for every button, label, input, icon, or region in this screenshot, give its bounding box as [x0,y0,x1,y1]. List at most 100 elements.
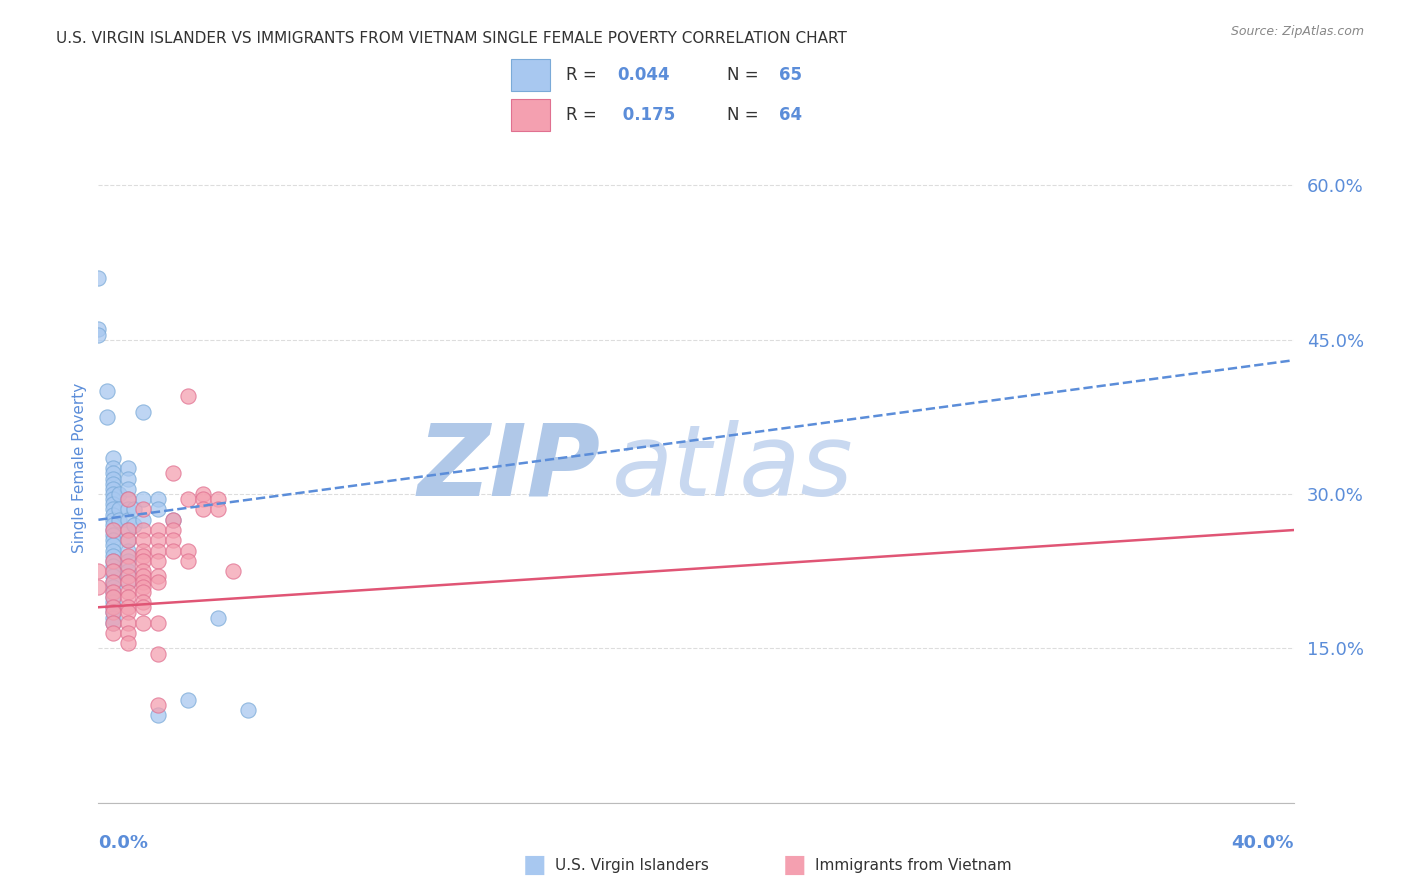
Point [207,502,229,516]
Point [103,549,125,563]
Point [108,502,131,516]
Text: Source: ZipAtlas.com: Source: ZipAtlas.com [1230,25,1364,38]
Point [162,467,184,481]
Point [236,703,259,717]
Text: ■: ■ [523,854,546,877]
Point [103,584,125,599]
Point [191,502,214,516]
Point [117,472,139,486]
Point [103,615,125,630]
Point [103,482,125,496]
Point [222,564,245,578]
Text: 0.175: 0.175 [617,106,675,124]
Point [117,574,139,589]
Point [148,569,170,583]
Text: 0.044: 0.044 [617,66,669,84]
Point [191,492,214,507]
Point [103,528,125,542]
Point [103,508,125,522]
Point [177,389,200,403]
Point [117,554,139,568]
Point [103,502,125,516]
Point [103,533,125,548]
Point [103,606,125,620]
Point [117,564,139,578]
Text: 40.0%: 40.0% [1232,834,1294,852]
Point [117,636,139,650]
Point [117,590,139,604]
Text: atlas: atlas [612,420,853,516]
Point [148,523,170,537]
Point [132,502,155,516]
Point [132,533,155,548]
Point [117,533,139,548]
Text: N =: N = [727,106,765,124]
Point [108,513,131,527]
Point [132,584,155,599]
Point [117,533,139,548]
Point [207,492,229,507]
Point [117,569,139,583]
Point [177,554,200,568]
Point [117,502,139,516]
Point [117,606,139,620]
Point [148,698,170,712]
Text: ZIP: ZIP [418,420,600,516]
Point [132,549,155,563]
Point [103,539,125,553]
Point [177,693,200,707]
Point [103,584,125,599]
Point [103,472,125,486]
Point [132,554,155,568]
Point [103,590,125,604]
Point [177,492,200,507]
Point [132,543,155,558]
Point [132,564,155,578]
Point [103,600,125,615]
Point [132,595,155,609]
Point [103,513,125,527]
Y-axis label: Single Female Poverty: Single Female Poverty [72,384,87,553]
Point [103,487,125,501]
Point [103,543,125,558]
Point [132,492,155,507]
Point [103,564,125,578]
Point [87,564,110,578]
Text: U.S. VIRGIN ISLANDER VS IMMIGRANTS FROM VIETNAM SINGLE FEMALE POVERTY CORRELATIO: U.S. VIRGIN ISLANDER VS IMMIGRANTS FROM … [56,31,846,46]
Point [103,626,125,640]
Point [103,554,125,568]
Bar [510,59,550,91]
Point [87,322,110,336]
Point [103,615,125,630]
Point [117,461,139,475]
Point [132,523,155,537]
Point [148,574,170,589]
Point [132,405,155,419]
Point [162,513,184,527]
Point [148,708,170,723]
Point [117,513,139,527]
Point [117,574,139,589]
Text: R =: R = [567,106,602,124]
Point [162,543,184,558]
Point [132,574,155,589]
Point [108,487,131,501]
Point [103,497,125,511]
Point [96,409,118,424]
Point [103,517,125,532]
Text: ■: ■ [783,854,806,877]
Point [132,569,155,583]
Point [103,600,125,615]
Point [103,492,125,507]
Point [117,523,139,537]
Point [132,615,155,630]
Point [117,584,139,599]
Point [132,513,155,527]
Text: 64: 64 [779,106,801,124]
Point [103,574,125,589]
Point [117,492,139,507]
Point [103,595,125,609]
Text: Immigrants from Vietnam: Immigrants from Vietnam [815,858,1012,872]
Point [124,502,146,516]
Point [117,523,139,537]
